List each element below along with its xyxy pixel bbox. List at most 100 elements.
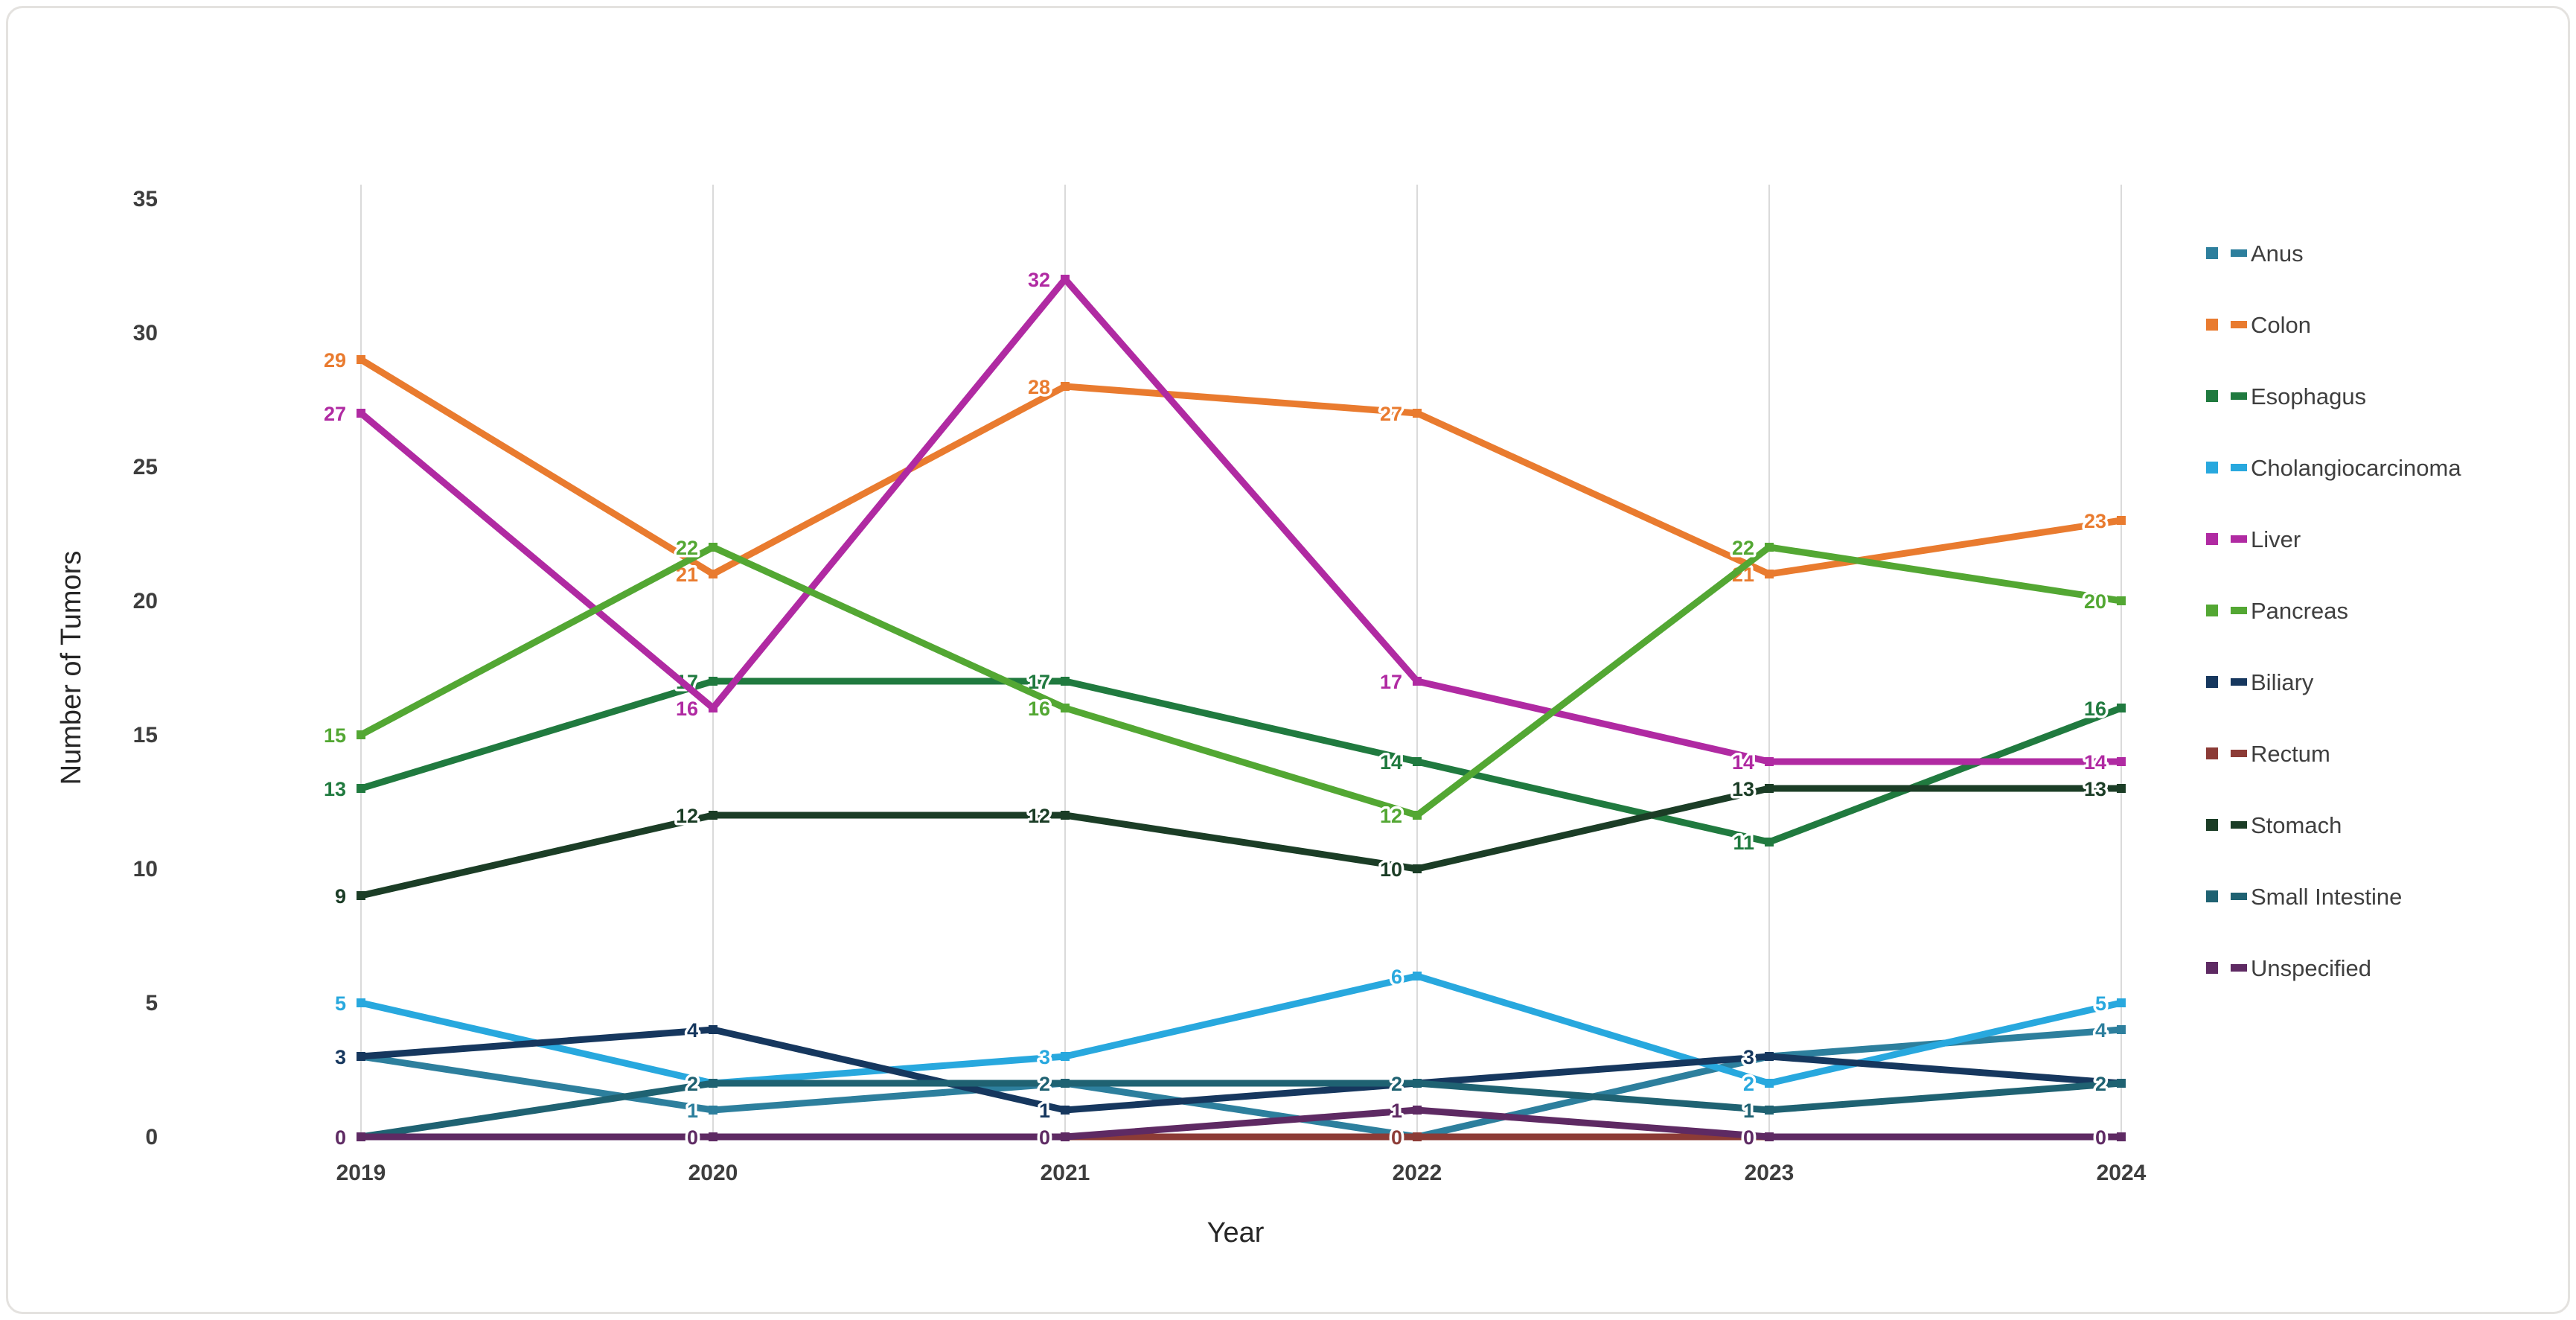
point-marker <box>1765 1106 1774 1115</box>
point-marker <box>2117 1132 2126 1141</box>
legend-label: Esophagus <box>2251 383 2366 409</box>
data-label: 2 <box>1039 1073 1050 1095</box>
legend-dash-icon <box>2231 964 2247 972</box>
point-marker <box>1765 784 1774 793</box>
point-marker <box>709 704 717 712</box>
data-label: 32 <box>1028 269 1050 291</box>
series-small-intestine: 0 2 2 2 1 2 <box>332 1071 2126 1152</box>
point-marker <box>709 1132 717 1141</box>
data-label: 16 <box>676 698 698 720</box>
data-label: 14 <box>2084 751 2106 774</box>
data-label: 13 <box>324 778 346 800</box>
point-marker <box>1061 1079 1070 1088</box>
point-marker <box>2117 704 2126 712</box>
legend-item-cholangiocarcinoma: Cholangiocarcinoma <box>2206 455 2461 481</box>
point-marker <box>1061 275 1070 284</box>
point-marker <box>1765 838 1774 846</box>
legend-item-unspecified: Unspecified <box>2206 955 2371 981</box>
legend-label: Small Intestine <box>2251 884 2402 910</box>
data-label: 2 <box>1743 1073 1754 1095</box>
legend-label: Cholangiocarcinoma <box>2251 455 2461 481</box>
point-marker <box>709 811 717 820</box>
legend-dash-icon <box>2231 607 2247 614</box>
series-line-stomach <box>357 785 2125 899</box>
y-tick-20: 20 <box>133 589 158 613</box>
data-label: 2 <box>2095 1073 2106 1095</box>
data-label: 28 <box>1028 376 1050 398</box>
series-unspecified: 0 0 0 1 0 0 <box>332 1097 2126 1152</box>
point-marker <box>357 355 365 364</box>
legend-marker-icon <box>2206 462 2218 474</box>
data-label: 3 <box>1743 1046 1754 1068</box>
legend-marker-icon <box>2206 605 2218 616</box>
series-line-small-intestine <box>357 1080 2125 1141</box>
data-label: 2 <box>687 1073 698 1095</box>
legend-dash-icon <box>2231 392 2247 400</box>
data-label: 12 <box>1380 805 1402 827</box>
series-line-anus <box>357 1026 2125 1141</box>
point-marker <box>1413 1079 1422 1088</box>
y-tick-0: 0 <box>145 1125 158 1150</box>
point-marker <box>709 543 717 552</box>
data-label: 16 <box>1028 698 1050 720</box>
point-marker <box>1765 1132 1774 1141</box>
point-marker <box>2117 516 2126 525</box>
series-pancreas: 15 22 16 12 22 20 <box>321 535 2126 830</box>
legend-label: Liver <box>2251 526 2301 552</box>
legend-marker-icon <box>2206 319 2218 331</box>
legend-marker-icon <box>2206 676 2218 688</box>
point-marker <box>1061 1052 1070 1061</box>
data-label: 23 <box>2084 510 2106 532</box>
point-marker <box>357 1052 365 1061</box>
legend-marker-icon <box>2206 390 2218 402</box>
x-axis-title: Year <box>1207 1217 1265 1249</box>
x-tick-2023: 2023 <box>1745 1161 1794 1185</box>
point-marker <box>1413 972 1422 981</box>
x-tick-2024: 2024 <box>2097 1161 2147 1185</box>
legend-item-small-intestine: Small Intestine <box>2206 884 2402 910</box>
legend-marker-icon <box>2206 890 2218 902</box>
data-label: 16 <box>2084 698 2106 720</box>
legend-label: Anus <box>2251 240 2304 267</box>
point-marker <box>709 677 717 686</box>
data-label: 0 <box>1391 1126 1402 1149</box>
y-tick-30: 30 <box>133 321 158 345</box>
point-marker <box>2117 1079 2126 1088</box>
y-tick-35: 35 <box>133 187 158 211</box>
data-label: 14 <box>1732 751 1754 774</box>
legend-marker-icon <box>2206 533 2218 545</box>
point-marker <box>357 891 365 900</box>
y-axis-title: Number of Tumors <box>56 551 87 785</box>
legend-label: Pancreas <box>2251 598 2348 624</box>
point-marker <box>2117 1025 2126 1034</box>
data-label: 0 <box>2095 1126 2106 1149</box>
legend-label: Stomach <box>2251 812 2342 838</box>
legend-dash-icon <box>2231 321 2247 328</box>
data-label: 12 <box>676 805 698 827</box>
data-label: 15 <box>324 724 346 747</box>
data-label: 1 <box>687 1100 698 1122</box>
data-label: 2 <box>1391 1073 1402 1095</box>
point-marker <box>1413 677 1422 686</box>
series-liver: 27 16 32 17 14 14 <box>321 267 2126 777</box>
legend-item-esophagus: Esophagus <box>2206 383 2366 409</box>
legend-dash-icon <box>2231 821 2247 829</box>
point-marker <box>2117 596 2126 605</box>
series-line-liver <box>357 275 2125 765</box>
gridlines <box>360 185 2122 1137</box>
data-label: 20 <box>2084 590 2106 613</box>
point-marker <box>1765 1079 1774 1088</box>
chart-legend: Anus Colon Esophagus Cholangiocarcinoma Live… <box>2206 240 2461 981</box>
data-label: 10 <box>1380 858 1402 881</box>
point-marker <box>709 1106 717 1115</box>
legend-dash-icon <box>2231 678 2247 686</box>
x-axis-ticks: 2019 2020 2021 2022 2023 2024 <box>336 1161 2147 1185</box>
point-marker <box>1061 677 1070 686</box>
series-line-biliary <box>357 1026 2125 1114</box>
legend-label: Rectum <box>2251 741 2330 767</box>
legend-item-rectum: Rectum <box>2206 741 2330 767</box>
point-marker <box>1765 543 1774 552</box>
legend-dash-icon <box>2231 249 2247 257</box>
point-marker <box>1765 757 1774 766</box>
